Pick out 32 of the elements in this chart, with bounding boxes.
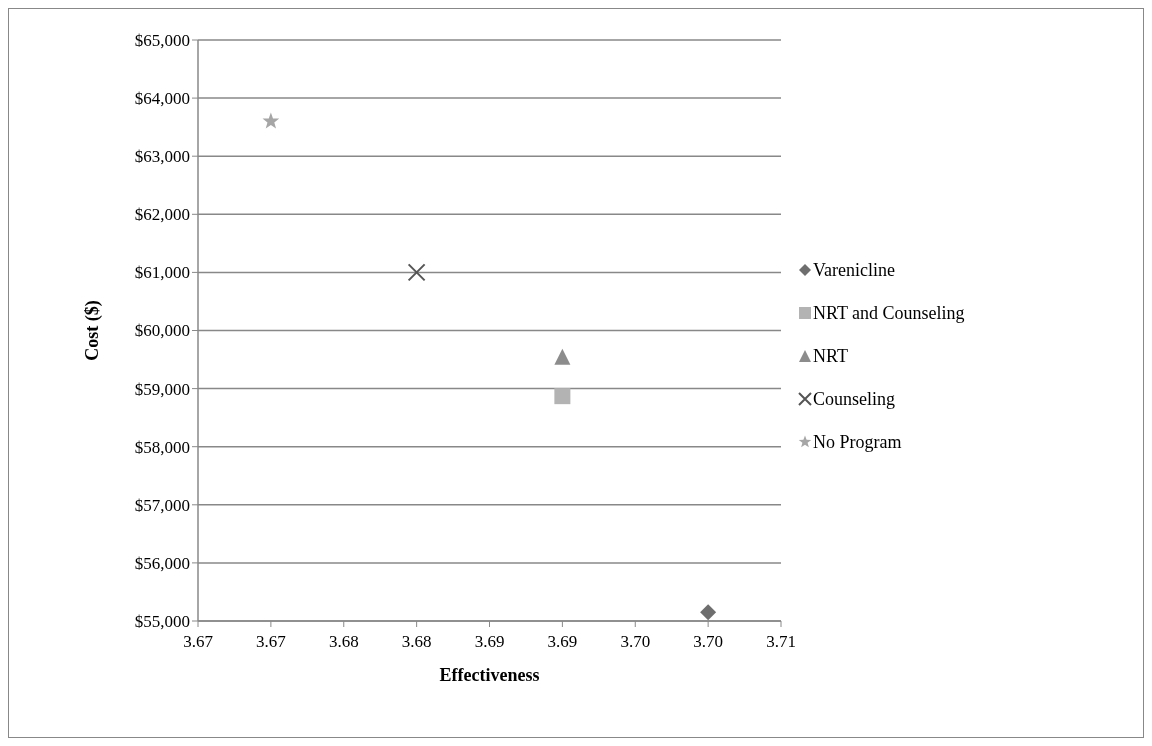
- x-tick-label: 3.67: [256, 632, 287, 651]
- legend-label: Varenicline: [813, 260, 895, 281]
- x-tick-label: 3.70: [620, 632, 651, 651]
- y-tick-label: $63,000: [134, 147, 190, 167]
- point: [554, 348, 571, 365]
- x-tick-label: 3.67: [183, 632, 214, 651]
- y-tick-label: $55,000: [134, 611, 190, 631]
- x-tick-label: 3.68: [401, 632, 432, 651]
- point: [700, 604, 717, 621]
- point: [407, 263, 426, 282]
- y-tick-label: $58,000: [134, 437, 190, 457]
- legend-label: No Program: [813, 432, 902, 453]
- y-tick-label: $60,000: [134, 321, 190, 341]
- legend-label: NRT and Counseling: [813, 303, 965, 324]
- y-tick-label: $57,000: [134, 495, 190, 515]
- x-tick-label: 3.69: [547, 632, 578, 651]
- y-tick-label: $61,000: [134, 263, 190, 283]
- point: [262, 112, 280, 129]
- legend-label: Counseling: [813, 389, 896, 410]
- x-axis-title: Effectiveness: [439, 665, 540, 685]
- x-tick-label: 3.70: [693, 632, 723, 651]
- y-tick-label: $65,000: [134, 30, 190, 50]
- legend-label: NRT: [813, 346, 848, 367]
- y-tick-label: $56,000: [134, 553, 190, 573]
- x-tick-label: 3.68: [328, 632, 359, 651]
- y-tick-label: $62,000: [134, 205, 190, 225]
- point: [554, 388, 571, 405]
- y-tick-label: $64,000: [134, 89, 190, 109]
- y-axis-title: Cost ($): [82, 300, 103, 361]
- x-tick-label: 3.69: [474, 632, 505, 651]
- x-tick-label: 3.71: [766, 632, 796, 651]
- y-tick-label: $59,000: [134, 379, 190, 399]
